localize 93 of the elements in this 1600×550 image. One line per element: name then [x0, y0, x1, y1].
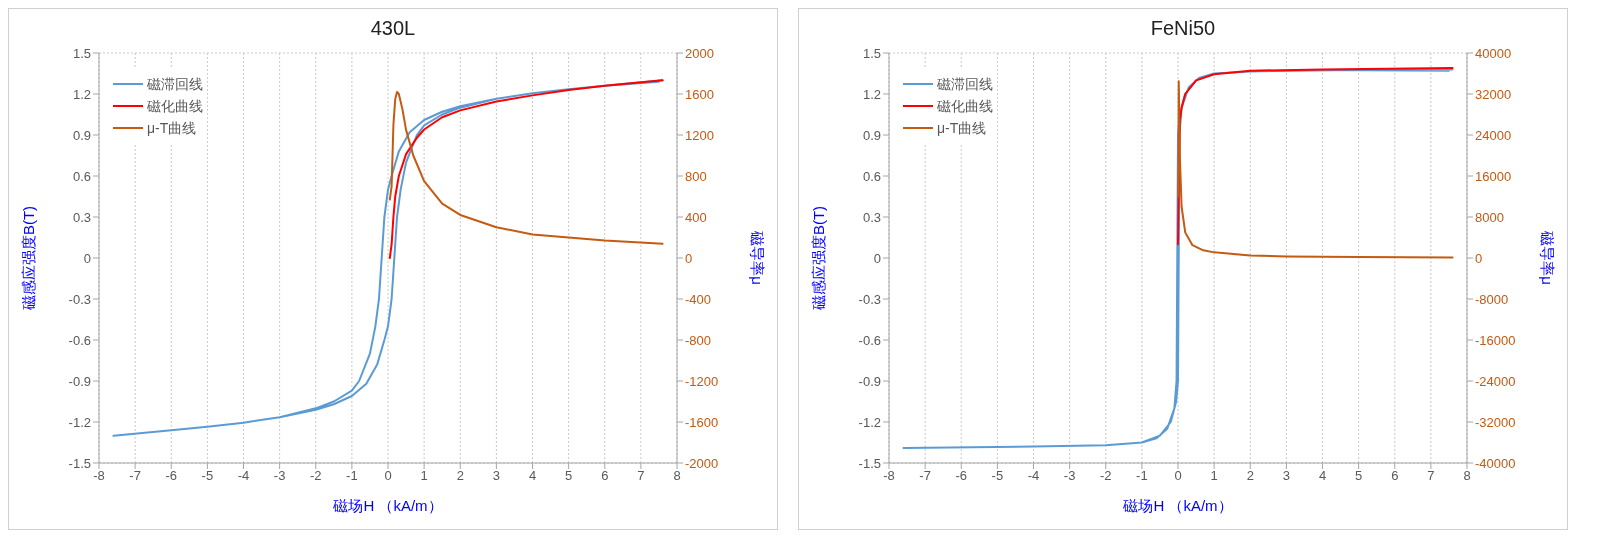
- y2-tick-label: 40000: [1475, 45, 1512, 61]
- y2-tick-label: 8000: [1475, 209, 1504, 225]
- y2-tick-label: -24000: [1475, 373, 1516, 389]
- x-tick-label: -1: [346, 468, 358, 484]
- x-axis-title: 磁场H （kA/m）: [332, 497, 443, 514]
- y-tick-label: 1.5: [862, 45, 881, 61]
- x-tick-label: -8: [93, 468, 105, 484]
- x-tick-label: 4: [528, 468, 537, 484]
- x-tick-label: -6: [955, 468, 968, 484]
- x-tick-label: 2: [456, 468, 464, 484]
- x-tick-label: 2: [1246, 468, 1254, 484]
- x-tick-label: -4: [1027, 468, 1040, 484]
- y-tick-label: -0.6: [858, 332, 881, 348]
- x-axis-title: 磁场H （kA/m）: [1122, 497, 1233, 514]
- x-tick-label: 1: [1210, 468, 1218, 484]
- y2-tick-label: -1200: [685, 373, 719, 389]
- chart-title: FeNi50: [1149, 17, 1217, 41]
- y-tick-label: 0.9: [72, 127, 91, 143]
- y2-tick-label: 1600: [685, 86, 714, 102]
- y2-tick-label: -400: [685, 291, 712, 307]
- y-tick-label: 1.5: [72, 45, 91, 61]
- y-tick-label: 0: [83, 250, 91, 266]
- y-tick-label: -0.9: [858, 373, 881, 389]
- y-tick-label: -0.3: [68, 291, 91, 307]
- x-tick-label: 0: [1174, 468, 1182, 484]
- legend-label: 磁化曲线: [147, 97, 203, 116]
- y-tick-label: 1.2: [862, 86, 881, 102]
- y-tick-label: -1.5: [68, 455, 91, 471]
- legend-label: μ-T曲线: [937, 119, 987, 138]
- y2-tick-label: -1600: [685, 414, 719, 430]
- x-tick-label: 5: [1355, 468, 1363, 484]
- y-tick-label: -0.3: [858, 291, 881, 307]
- y2-tick-label: 0: [685, 250, 693, 266]
- x-tick-label: 5: [565, 468, 573, 484]
- x-tick-label: -5: [991, 468, 1004, 484]
- y-tick-label: -0.6: [68, 332, 91, 348]
- x-tick-label: 3: [492, 468, 500, 484]
- y-axis-title: 磁感应强度B(T): [20, 205, 38, 312]
- y2-tick-label: 2000: [685, 45, 714, 61]
- x-tick-label: 6: [1391, 468, 1399, 484]
- y-tick-label: 0.3: [862, 209, 881, 225]
- x-tick-label: -1: [1136, 468, 1148, 484]
- y2-tick-label: -800: [685, 332, 712, 348]
- y2-tick-label: 32000: [1475, 86, 1512, 102]
- x-tick-label: 7: [1427, 468, 1435, 484]
- legend-label: 磁化曲线: [937, 97, 993, 116]
- y2-tick-label: -40000: [1475, 455, 1516, 471]
- y-tick-label: -0.9: [68, 373, 91, 389]
- x-tick-label: 8: [1463, 468, 1471, 484]
- y2-tick-label: 400: [685, 209, 707, 225]
- x-tick-label: 8: [673, 468, 681, 484]
- x-tick-label: 4: [1318, 468, 1327, 484]
- x-tick-label: -2: [309, 468, 322, 484]
- y2-tick-label: -8000: [1475, 291, 1509, 307]
- y2-tick-label: 1200: [685, 127, 714, 143]
- x-tick-label: -6: [165, 468, 178, 484]
- x-tick-label: 1: [420, 468, 428, 484]
- legend-label: 磁滞回线: [937, 75, 993, 94]
- y2-tick-label: -2000: [685, 455, 719, 471]
- legend-label: μ-T曲线: [147, 119, 197, 138]
- x-tick-label: -7: [919, 468, 931, 484]
- chart-title: 430L: [369, 17, 417, 41]
- y-tick-label: 0: [873, 250, 881, 266]
- y-tick-label: -1.5: [858, 455, 881, 471]
- x-tick-label: -8: [883, 468, 895, 484]
- y2-tick-label: -16000: [1475, 332, 1516, 348]
- y-tick-label: 1.2: [72, 86, 91, 102]
- y2-tick-label: 16000: [1475, 168, 1512, 184]
- y2-tick-label: 24000: [1475, 127, 1512, 143]
- y2-axis-title: 磁导率μ: [1538, 230, 1556, 285]
- x-tick-label: -4: [237, 468, 250, 484]
- y-tick-label: -1.2: [858, 414, 881, 430]
- x-tick-label: -2: [1099, 468, 1112, 484]
- y2-axis-title: 磁导率μ: [748, 230, 766, 285]
- y-tick-label: 0.6: [862, 168, 881, 184]
- y2-tick-label: -32000: [1475, 414, 1516, 430]
- x-tick-label: 3: [1282, 468, 1290, 484]
- y2-tick-label: 800: [685, 168, 707, 184]
- y-tick-label: 0.9: [862, 127, 881, 143]
- x-tick-label: -5: [201, 468, 214, 484]
- x-tick-label: 7: [637, 468, 645, 484]
- y-axis-title: 磁感应强度B(T): [810, 205, 828, 312]
- x-tick-label: 6: [601, 468, 609, 484]
- y-tick-label: -1.2: [68, 414, 91, 430]
- x-tick-label: -3: [273, 468, 286, 484]
- y-tick-label: 0.6: [72, 168, 91, 184]
- x-tick-label: -7: [129, 468, 141, 484]
- y2-tick-label: 0: [1475, 250, 1483, 266]
- x-tick-label: -3: [1063, 468, 1076, 484]
- legend-label: 磁滞回线: [147, 75, 203, 94]
- line-series: [902, 68, 1454, 449]
- x-tick-label: 0: [384, 468, 392, 484]
- y-tick-label: 0.3: [72, 209, 91, 225]
